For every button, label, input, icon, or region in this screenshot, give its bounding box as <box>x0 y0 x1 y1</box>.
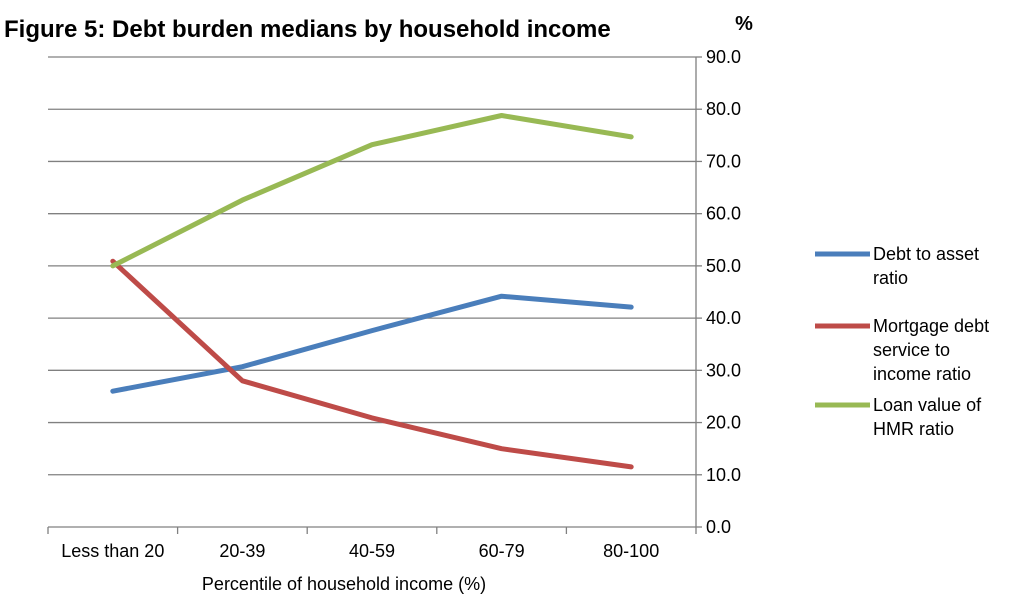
legend-label-2: service to <box>873 340 950 360</box>
y-tick-label: 30.0 <box>706 360 741 380</box>
y-axis-unit-label: % <box>735 13 753 35</box>
legend-label-2: Mortgage debt <box>873 316 989 336</box>
y-tick-label: 90.0 <box>706 47 741 67</box>
y-tick-label: 80.0 <box>706 99 741 119</box>
legend-label-3: Loan value of <box>873 395 982 415</box>
series-line-3 <box>110 113 634 269</box>
legend-label-1: Debt to asset <box>873 244 979 264</box>
chart-title: Figure 5: Debt burden medians by househo… <box>4 16 611 43</box>
x-tick-label: Less than 20 <box>61 541 164 561</box>
y-tick-label: 10.0 <box>706 465 741 485</box>
x-tick-label: 40-59 <box>349 541 395 561</box>
legend: Debt to asset ratio Mortgage debt service t… <box>815 244 989 439</box>
series-lines <box>110 113 634 470</box>
y-tick-label: 40.0 <box>706 308 741 328</box>
series-line-2 <box>110 258 634 470</box>
y-tick-label: 0.0 <box>706 517 731 537</box>
y-tick-label: 20.0 <box>706 413 741 433</box>
y-tick-label: 60.0 <box>706 204 741 224</box>
series-line-1 <box>110 293 634 394</box>
axes <box>47 56 702 534</box>
legend-label-3: HMR ratio <box>873 419 954 439</box>
x-axis-label: Percentile of household income (%) <box>202 574 486 594</box>
legend-label-2: income ratio <box>873 364 971 384</box>
x-tick-label: 80-100 <box>603 541 659 561</box>
y-tick-label: 70.0 <box>706 151 741 171</box>
gridlines <box>48 56 696 476</box>
legend-label-1: ratio <box>873 268 908 288</box>
x-tick-label: 60-79 <box>479 541 525 561</box>
x-axis-ticks: Less than 20 20-39 40-59 60-79 80-100 <box>61 541 659 561</box>
y-tick-label: 50.0 <box>706 256 741 276</box>
x-tick-label: 20-39 <box>219 541 265 561</box>
y-axis-ticks: 0.0 10.0 20.0 30.0 40.0 50.0 60.0 70.0 80.0 90.0 <box>706 47 741 537</box>
